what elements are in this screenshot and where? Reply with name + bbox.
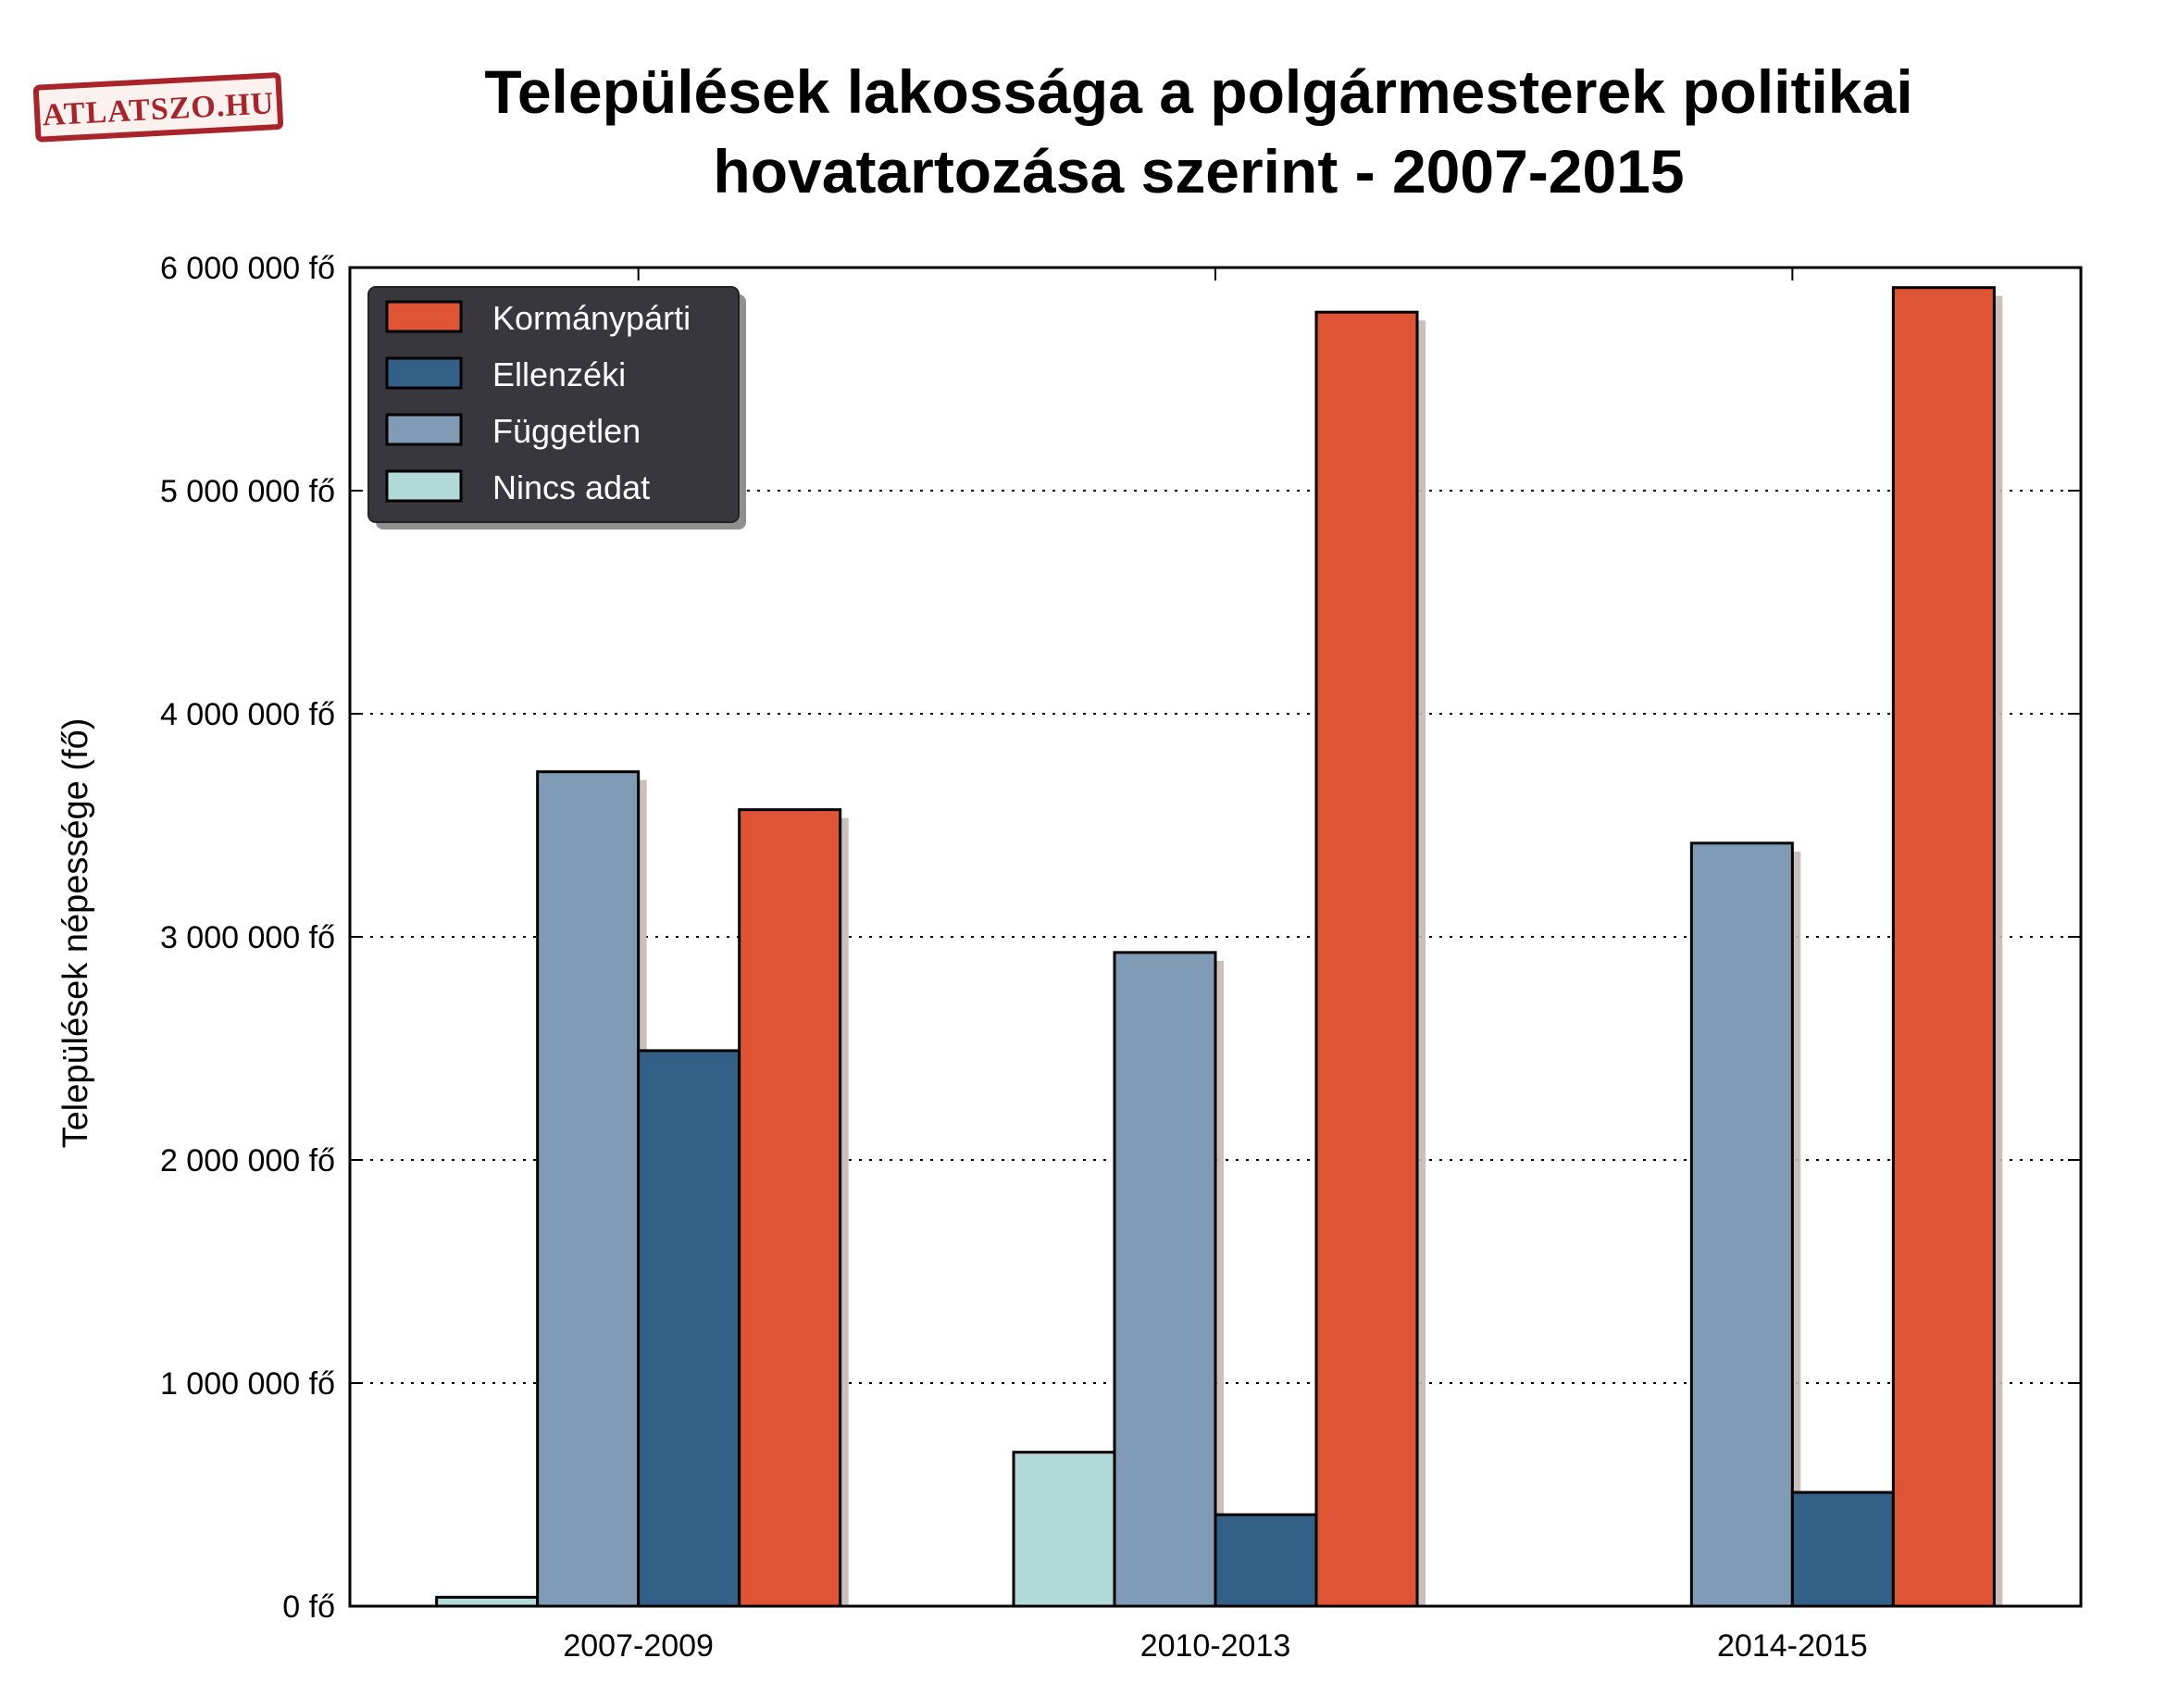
x-tick-label: 2007-2009 — [563, 1628, 714, 1664]
y-tick-label: 4 000 000 fő — [160, 697, 335, 732]
bars — [435, 286, 1996, 1608]
y-tick-label: 1 000 000 fő — [160, 1366, 335, 1402]
chart-title-line-1: Települések lakossága a polgármesterek p… — [484, 57, 1912, 126]
legend-label: Kormánypárti — [492, 299, 691, 337]
legend-label: Független — [492, 412, 641, 450]
legend: Kormánypárti Ellenzéki Független Nincs adat — [367, 286, 746, 530]
bar-nincs-adat — [1012, 1451, 1116, 1608]
atlatszo-logo: ATLATSZO.HU — [32, 72, 284, 143]
legend-label: Nincs adat — [492, 468, 650, 506]
bar-ellenzéki — [637, 1049, 741, 1608]
bar-kormánypárti — [1891, 286, 1996, 1608]
y-tick-labels: 0 fő 1 000 000 fő 2 000 000 fő 3 000 000 fő… — [160, 251, 335, 1625]
legend-swatch — [385, 300, 463, 333]
x-tick-label: 2010-2013 — [1140, 1628, 1291, 1664]
bar-független — [1689, 842, 1794, 1608]
y-tick-label: 2 000 000 fő — [160, 1143, 335, 1178]
legend-swatch — [385, 413, 463, 446]
y-tick-label: 0 fő — [282, 1590, 335, 1625]
axis-ticks — [350, 267, 2081, 1607]
bar-független — [1113, 951, 1217, 1608]
legend-label: Ellenzéki — [492, 355, 626, 393]
chart-title-line-2: hovatartozása szerint - 2007-2015 — [713, 137, 1684, 206]
bar-kormánypárti — [738, 808, 842, 1608]
y-axis-label: Települések népessége (fő) — [56, 718, 95, 1149]
y-tick-label: 5 000 000 fő — [160, 474, 335, 509]
y-tick-label: 6 000 000 fő — [160, 251, 335, 286]
legend-swatch — [385, 469, 463, 503]
x-tick-labels: 2007-2009 2010-2013 2014-2015 — [563, 1628, 1867, 1664]
bar-független — [536, 770, 641, 1608]
bar-kormánypárti — [1314, 310, 1419, 1608]
legend-swatch — [385, 356, 463, 390]
bar-ellenzéki — [1214, 1513, 1318, 1608]
legend-box — [367, 286, 740, 523]
bar-ellenzéki — [1790, 1490, 1895, 1608]
y-tick-label: 3 000 000 fő — [160, 920, 335, 955]
x-tick-label: 2014-2015 — [1717, 1628, 1868, 1664]
